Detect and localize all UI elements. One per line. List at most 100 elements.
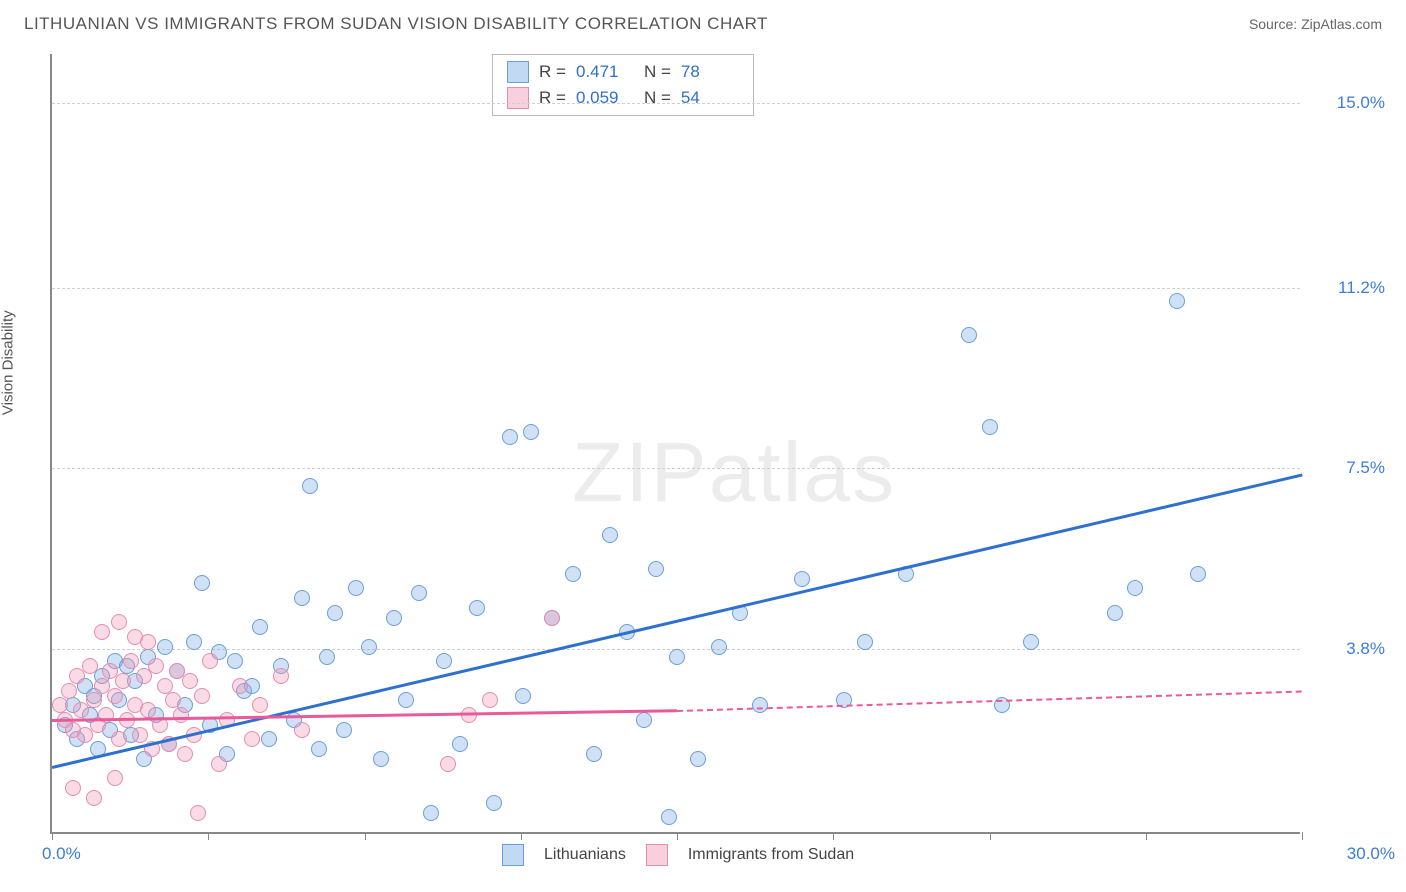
data-point [423, 805, 439, 821]
y-tick-label: 11.2% [1310, 278, 1385, 298]
data-point [982, 419, 998, 435]
x-tick [52, 832, 53, 840]
r-label: R = [539, 88, 566, 108]
data-point [273, 668, 289, 684]
data-point [115, 673, 131, 689]
data-point [107, 770, 123, 786]
x-tick [365, 832, 366, 840]
data-point [190, 805, 206, 821]
trend-line [677, 690, 1302, 711]
data-point [244, 731, 260, 747]
data-point [669, 649, 685, 665]
data-point [398, 692, 414, 708]
data-point [1023, 634, 1039, 650]
n-label: N = [644, 88, 671, 108]
data-point [690, 751, 706, 767]
data-point [111, 731, 127, 747]
stats-row-series2: R = 0.059 N = 54 [501, 85, 745, 111]
data-point [523, 424, 539, 440]
legend-label-1: Lithuanians [544, 846, 626, 864]
data-point [411, 585, 427, 601]
data-point [261, 731, 277, 747]
data-point [1107, 605, 1123, 621]
data-point [186, 634, 202, 650]
gridline [52, 468, 1300, 469]
data-point [502, 429, 518, 445]
y-tick-label: 3.8% [1310, 639, 1385, 659]
data-point [857, 634, 873, 650]
data-point [86, 692, 102, 708]
r-label: R = [539, 62, 566, 82]
y-tick-label: 7.5% [1310, 458, 1385, 478]
data-point [52, 697, 68, 713]
stats-legend-box: R = 0.471 N = 78 R = 0.059 N = 54 [492, 54, 754, 116]
data-point [311, 741, 327, 757]
x-tick [521, 832, 522, 840]
data-point [65, 780, 81, 796]
data-point [294, 722, 310, 738]
data-point [211, 756, 227, 772]
data-point [486, 795, 502, 811]
data-point [140, 634, 156, 650]
data-point [107, 688, 123, 704]
data-point [440, 756, 456, 772]
x-tick [990, 832, 991, 840]
x-tick [1302, 832, 1303, 840]
data-point [327, 605, 343, 621]
y-axis-label: Vision Disability [0, 310, 17, 415]
bottom-legend: Lithuanians Immigrants from Sudan [502, 844, 854, 866]
n-value-1: 78 [681, 62, 739, 82]
data-point [752, 697, 768, 713]
data-point [602, 527, 618, 543]
data-point [648, 561, 664, 577]
data-point [157, 639, 173, 655]
r-value-1: 0.471 [576, 62, 634, 82]
r-value-2: 0.059 [576, 88, 634, 108]
data-point [148, 658, 164, 674]
swatch-pink-icon [507, 87, 529, 109]
data-point [165, 692, 181, 708]
data-point [565, 566, 581, 582]
data-point [123, 653, 139, 669]
n-value-2: 54 [681, 88, 739, 108]
data-point [194, 575, 210, 591]
data-point [232, 678, 248, 694]
data-point [436, 653, 452, 669]
data-point [661, 809, 677, 825]
data-point [794, 571, 810, 587]
data-point [182, 673, 198, 689]
swatch-blue-icon [502, 844, 524, 866]
chart-title: LITHUANIAN VS IMMIGRANTS FROM SUDAN VISI… [24, 14, 768, 34]
stats-row-series1: R = 0.471 N = 78 [501, 59, 745, 85]
watermark: ZIPatlas [572, 424, 896, 521]
data-point [361, 639, 377, 655]
n-label: N = [644, 62, 671, 82]
swatch-blue-icon [507, 61, 529, 83]
swatch-pink-icon [646, 844, 668, 866]
data-point [1169, 293, 1185, 309]
data-point [202, 653, 218, 669]
data-point [294, 590, 310, 606]
x-tick [677, 832, 678, 840]
plot-region: ZIPatlas R = 0.471 N = 78 R = 0.059 N = … [50, 54, 1300, 834]
data-point [132, 727, 148, 743]
data-point [469, 600, 485, 616]
x-min-label: 0.0% [42, 844, 81, 864]
data-point [586, 746, 602, 762]
data-point [302, 478, 318, 494]
data-point [386, 610, 402, 626]
data-point [194, 688, 210, 704]
data-point [373, 751, 389, 767]
data-point [1127, 580, 1143, 596]
data-point [319, 649, 335, 665]
x-tick [1146, 832, 1147, 840]
data-point [961, 327, 977, 343]
data-point [227, 653, 243, 669]
data-point [82, 658, 98, 674]
data-point [173, 707, 189, 723]
legend-label-2: Immigrants from Sudan [688, 846, 854, 864]
x-tick [833, 832, 834, 840]
data-point [636, 712, 652, 728]
chart-area: Vision Disability ZIPatlas R = 0.471 N =… [0, 44, 1406, 874]
data-point [252, 697, 268, 713]
